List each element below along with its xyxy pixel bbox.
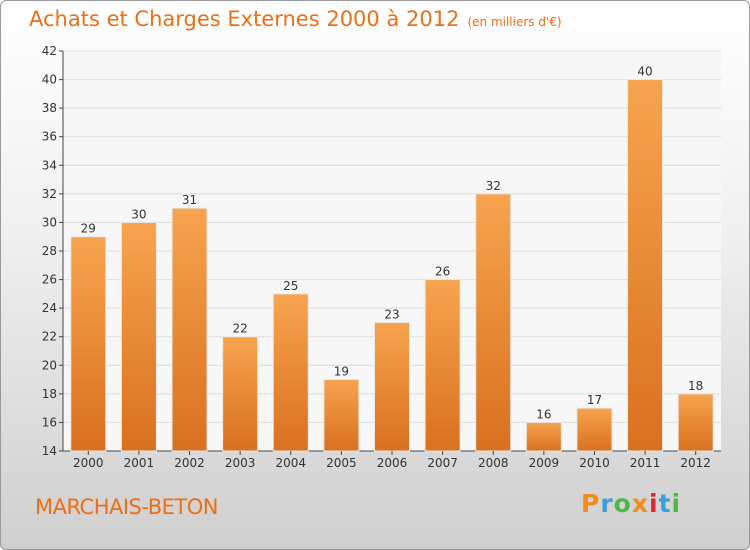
bar-value-label: 26 (435, 265, 450, 279)
bar (222, 336, 259, 452)
y-tick-label: 18 (42, 387, 57, 401)
y-tick-label: 22 (42, 330, 57, 344)
bar (70, 236, 107, 452)
bar (272, 293, 309, 452)
bar (525, 421, 562, 452)
y-tick-label: 34 (42, 158, 57, 172)
bar (374, 321, 410, 452)
x-tick-label: 2004 (275, 456, 306, 470)
bar (576, 407, 613, 452)
y-tick-label: 16 (42, 415, 57, 429)
x-tick-label: 2011 (630, 456, 661, 470)
bar-value-label: 30 (131, 207, 146, 221)
chart-title: Achats et Charges Externes 2000 à 2012 (e… (29, 7, 562, 31)
commune-name: MARCHAIS-BETON (35, 495, 218, 519)
y-tick-label: 20 (42, 358, 57, 372)
bar-value-label: 17 (587, 393, 602, 407)
x-tick-label: 2007 (427, 456, 458, 470)
chart-title-text: Achats et Charges Externes 2000 à 2012 (29, 7, 460, 31)
bar-value-label: 29 (81, 222, 96, 236)
logo-letter: i (649, 489, 659, 518)
bar-value-label: 16 (536, 407, 551, 421)
x-tick-label: 2012 (680, 456, 711, 470)
x-tick-label: 2005 (326, 456, 357, 470)
logo-letter: x (631, 489, 649, 518)
x-tick-label: 2006 (377, 456, 408, 470)
y-tick-label: 30 (42, 215, 57, 229)
x-tick-label: 2002 (174, 456, 205, 470)
x-tick-label: 2001 (124, 456, 155, 470)
y-tick-label: 28 (42, 244, 57, 258)
bar (424, 279, 461, 452)
bar-value-label: 32 (486, 179, 501, 193)
logo-letter: o (613, 489, 632, 518)
bar-value-label: 23 (384, 307, 399, 321)
y-tick-label: 26 (42, 273, 57, 287)
bar (475, 193, 512, 452)
chart-unit: (en milliers d'€) (467, 15, 562, 29)
bar (120, 221, 157, 452)
bar-value-label: 31 (182, 193, 197, 207)
x-tick-label: 2003 (225, 456, 256, 470)
y-tick-label: 36 (42, 130, 57, 144)
bar (627, 79, 664, 452)
bar-value-label: 40 (637, 65, 652, 79)
x-tick-label: 2009 (529, 456, 560, 470)
y-tick-label: 24 (42, 301, 57, 315)
y-tick-label: 14 (42, 444, 57, 458)
y-tick-label: 42 (42, 44, 57, 58)
bar-value-label: 22 (233, 322, 248, 336)
x-tick-label: 2008 (478, 456, 509, 470)
x-tick-label: 2010 (579, 456, 610, 470)
logo-letter: r (600, 489, 614, 518)
y-tick-label: 32 (42, 187, 57, 201)
bar-value-label: 25 (283, 279, 298, 293)
x-tick-label: 2000 (73, 456, 104, 470)
logo-letter: P (581, 489, 601, 518)
y-tick-label: 40 (42, 73, 57, 87)
bar-value-label: 18 (688, 379, 703, 393)
logo-letter: i (671, 489, 682, 518)
bar (677, 393, 714, 452)
bar (323, 379, 360, 452)
y-tick-label: 38 (42, 101, 57, 115)
proxiti-logo: Proxiti (581, 489, 681, 518)
bar (171, 207, 208, 452)
bar-value-label: 19 (334, 365, 349, 379)
logo-letter: t (658, 489, 672, 518)
